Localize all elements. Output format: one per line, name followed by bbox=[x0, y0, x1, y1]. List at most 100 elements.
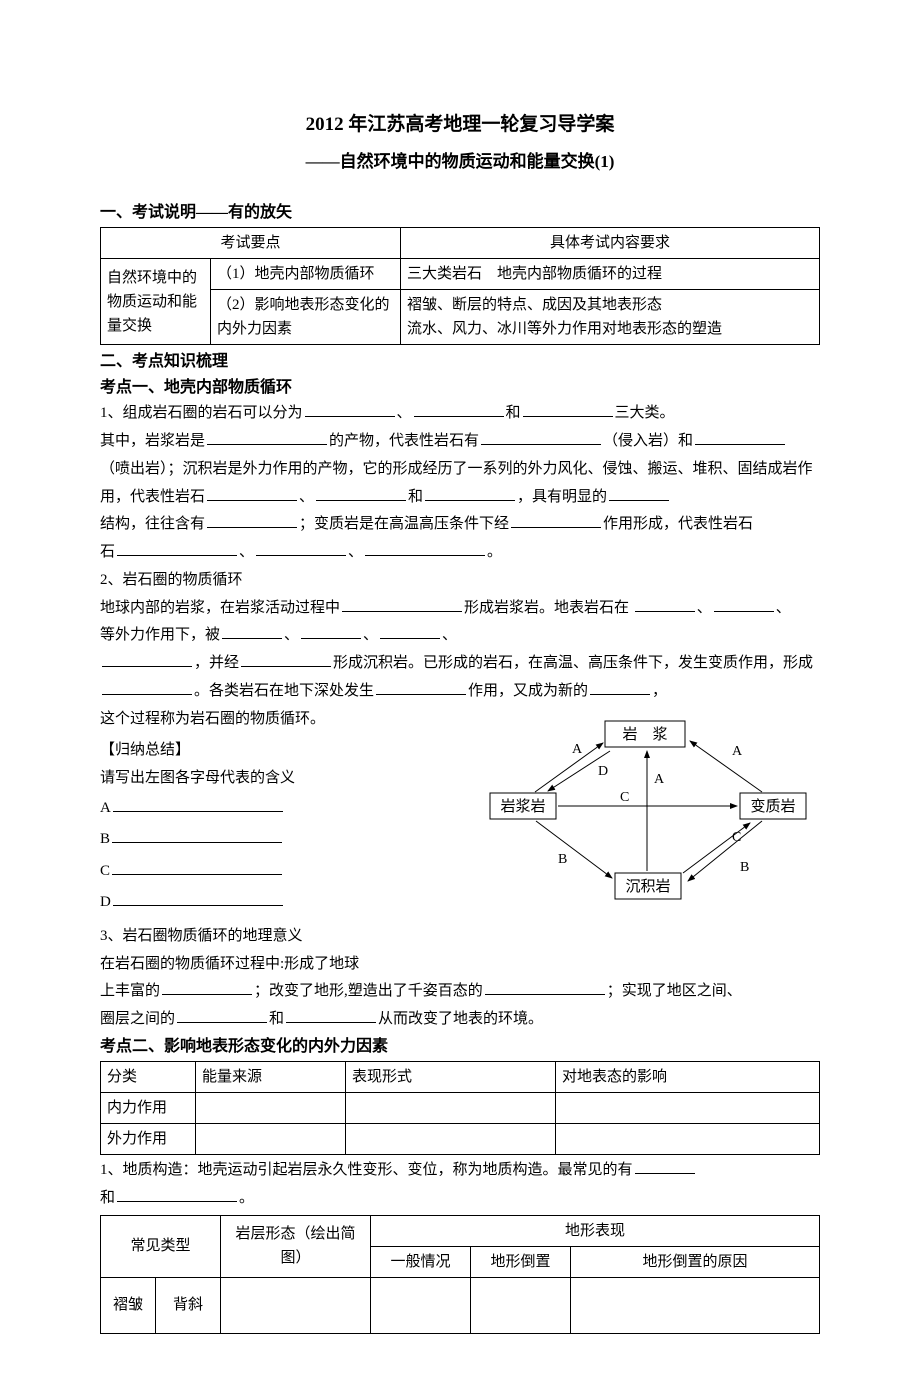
svg-text:C: C bbox=[732, 830, 741, 845]
answer-b: B bbox=[100, 824, 380, 856]
table-cell: 褶皱 bbox=[101, 1277, 156, 1333]
section-1-heading: 一、考试说明——有的放矢 bbox=[100, 200, 820, 226]
table-cell[interactable] bbox=[346, 1124, 556, 1155]
fill-blank[interactable] bbox=[301, 624, 361, 639]
table-cell[interactable] bbox=[196, 1093, 346, 1124]
diagram-section: 【归纳总结】 请写出左图各字母代表的含义 A B C D 岩 浆 岩浆岩 变质岩… bbox=[100, 737, 820, 919]
label: A bbox=[100, 800, 111, 816]
text: 结构，往往含有 bbox=[100, 516, 205, 532]
node-igneous: 岩浆岩 bbox=[500, 797, 545, 815]
fill-blank[interactable] bbox=[714, 597, 774, 612]
table-header: 岩层形态（绘出简图） bbox=[221, 1215, 371, 1277]
section-2-heading: 二、考点知识梳理 bbox=[100, 349, 820, 375]
text: 三大类。 bbox=[615, 405, 675, 421]
fill-blank[interactable] bbox=[113, 891, 283, 906]
node-sed: 沉积岩 bbox=[625, 878, 670, 895]
text: 和 bbox=[408, 489, 423, 505]
paragraph: 其中，岩浆岩是的产物，代表性岩石有（侵入岩）和 bbox=[100, 428, 820, 456]
table-cell[interactable] bbox=[571, 1277, 820, 1333]
label: C bbox=[100, 863, 110, 879]
table-cell[interactable] bbox=[556, 1124, 820, 1155]
text: 等外力作用下，被 bbox=[100, 627, 220, 643]
fill-blank[interactable] bbox=[222, 624, 282, 639]
paragraph: 2、岩石圈的物质循环 bbox=[100, 567, 820, 595]
table-cell[interactable] bbox=[471, 1277, 571, 1333]
svg-text:A: A bbox=[572, 742, 583, 757]
fill-blank[interactable] bbox=[485, 980, 605, 995]
fill-blank[interactable] bbox=[102, 652, 192, 667]
fill-blank[interactable] bbox=[609, 486, 669, 501]
table-cell[interactable] bbox=[346, 1093, 556, 1124]
svg-text:B: B bbox=[558, 852, 567, 867]
fill-blank[interactable] bbox=[316, 486, 406, 501]
table-cell[interactable] bbox=[556, 1093, 820, 1124]
fill-blank[interactable] bbox=[162, 980, 252, 995]
fill-blank[interactable] bbox=[117, 1187, 237, 1202]
exam-requirements-table: 考试要点 具体考试内容要求 自然环境中的物质运动和能量交换 （1）地壳内部物质循… bbox=[100, 227, 820, 345]
summary-note: 请写出左图各字母代表的含义 bbox=[100, 765, 380, 793]
fill-blank[interactable] bbox=[365, 541, 485, 556]
table-subheader: 地形倒置 bbox=[471, 1246, 571, 1277]
fill-blank[interactable] bbox=[376, 680, 466, 695]
fill-blank[interactable] bbox=[102, 680, 192, 695]
paragraph: （喷出岩）；沉积岩是外力作用的产物，它的形成经历了一系列的外力风化、侵蚀、搬运、… bbox=[100, 456, 820, 512]
paragraph: 结构，往往含有；变质岩是在高温高压条件下经作用形成，代表性岩石 bbox=[100, 511, 820, 539]
fill-blank[interactable] bbox=[635, 1159, 695, 1174]
table-cell: 内力作用 bbox=[101, 1093, 196, 1124]
fill-blank[interactable] bbox=[113, 797, 283, 812]
paragraph: 1、组成岩石圈的岩石可以分为、和三大类。 bbox=[100, 400, 820, 428]
text: 从而改变了地表的环境。 bbox=[378, 1011, 543, 1027]
answer-a: A bbox=[100, 793, 380, 825]
text: 。各类岩石在地下深处发生 bbox=[194, 683, 374, 699]
fill-blank[interactable] bbox=[256, 541, 346, 556]
table-header: 常见类型 bbox=[101, 1215, 221, 1277]
fill-blank[interactable] bbox=[635, 597, 695, 612]
table-header: 考试要点 bbox=[101, 228, 401, 259]
fill-blank[interactable] bbox=[112, 828, 282, 843]
fill-blank[interactable] bbox=[207, 430, 327, 445]
text: 和 bbox=[100, 1190, 115, 1206]
table-cell[interactable] bbox=[371, 1277, 471, 1333]
text: 1、组成岩石圈的岩石可以分为 bbox=[100, 405, 303, 421]
fill-blank[interactable] bbox=[342, 597, 462, 612]
structure-table: 常见类型 岩层形态（绘出简图） 地形表现 一般情况 地形倒置 地形倒置的原因 褶… bbox=[100, 1215, 820, 1334]
kp1-heading: 考点一、地壳内部物质循环 bbox=[100, 375, 820, 401]
fill-blank[interactable] bbox=[177, 1008, 267, 1023]
fill-blank[interactable] bbox=[286, 1008, 376, 1023]
fill-blank[interactable] bbox=[481, 430, 601, 445]
fill-blank[interactable] bbox=[523, 402, 613, 417]
fill-blank[interactable] bbox=[414, 402, 504, 417]
text: ；实现了地区之间、 bbox=[607, 983, 742, 999]
rock-cycle-diagram: 岩 浆 岩浆岩 变质岩 沉积岩 A D A A C B C B bbox=[440, 713, 840, 913]
node-meta: 变质岩 bbox=[750, 798, 795, 815]
table-cell: 外力作用 bbox=[101, 1124, 196, 1155]
label: B bbox=[100, 831, 110, 847]
paragraph: ，并经 形成沉积岩。已形成的岩石，在高温、高压条件下，发生变质作用，形成。各类岩石… bbox=[100, 650, 820, 706]
fill-blank[interactable] bbox=[207, 486, 297, 501]
fill-blank[interactable] bbox=[112, 860, 282, 875]
fill-blank[interactable] bbox=[241, 652, 331, 667]
text: 和 bbox=[269, 1011, 284, 1027]
text: 形成岩浆岩。地表岩石在 bbox=[464, 600, 629, 616]
text: 形成沉积岩。已形成的岩石，在高温、高压条件下，发生变质作用，形成 bbox=[333, 655, 813, 671]
fill-blank[interactable] bbox=[511, 513, 601, 528]
table-cell[interactable] bbox=[196, 1124, 346, 1155]
label: D bbox=[100, 894, 111, 910]
fill-blank[interactable] bbox=[590, 680, 650, 695]
fill-blank[interactable] bbox=[695, 430, 785, 445]
fill-blank[interactable] bbox=[425, 486, 515, 501]
text: ；改变了地形,塑造出了千姿百态的 bbox=[254, 983, 483, 999]
table-header: 能量来源 bbox=[196, 1062, 346, 1093]
fill-blank[interactable] bbox=[207, 513, 297, 528]
table-subheader: 地形倒置的原因 bbox=[571, 1246, 820, 1277]
table-cell[interactable] bbox=[221, 1277, 371, 1333]
table-header: 分类 bbox=[101, 1062, 196, 1093]
forces-table: 分类 能量来源 表现形式 对地表态的影响 内力作用 外力作用 bbox=[100, 1061, 820, 1155]
fill-blank[interactable] bbox=[117, 541, 237, 556]
fill-blank[interactable] bbox=[380, 624, 440, 639]
answer-d: D bbox=[100, 887, 380, 919]
text: ， bbox=[652, 683, 667, 699]
svg-text:C: C bbox=[620, 790, 629, 805]
text: ，并经 bbox=[194, 655, 239, 671]
fill-blank[interactable] bbox=[305, 402, 395, 417]
